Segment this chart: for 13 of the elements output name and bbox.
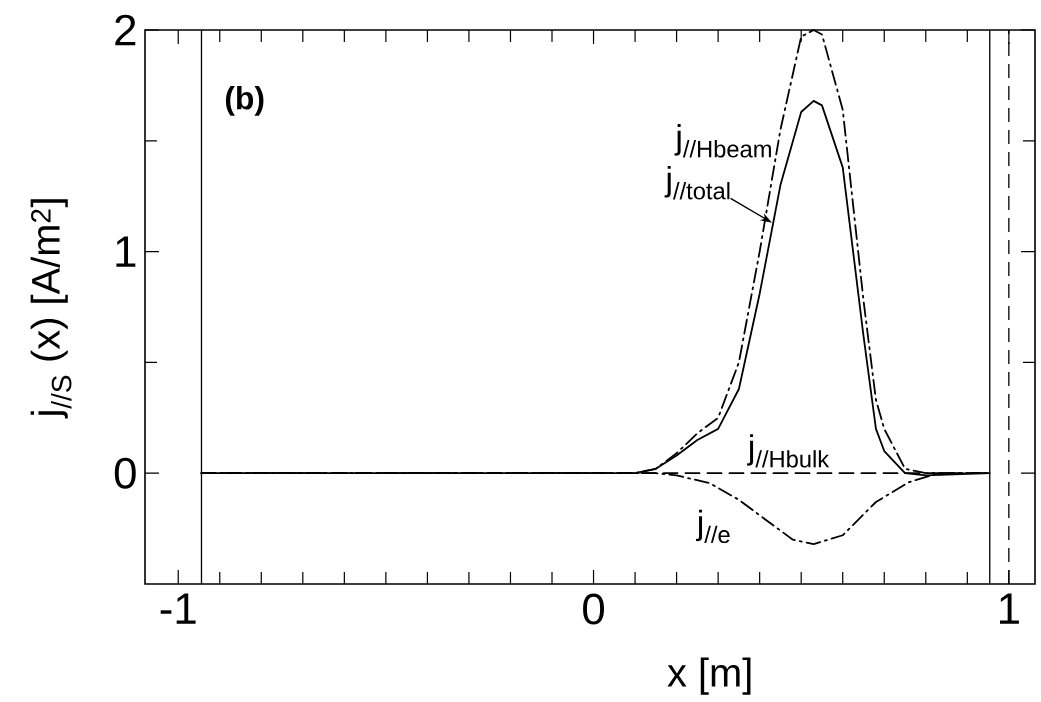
series-label: j$_{//Hbulk}$ (746, 434, 830, 468)
y-tick-label: 2 (115, 14, 136, 46)
annotation: (b) (225, 86, 264, 116)
x-tick-label: -1 (160, 593, 196, 624)
x-tick-label: 1 (1000, 593, 1019, 624)
x-axis-title: x [m] (667, 657, 751, 695)
series-label: j$_{//e}$ (695, 509, 730, 544)
x-tick-label: 0 (583, 593, 604, 625)
y-axis-title: j$_{//S}$ (x) [A/m$^{2}$] (30, 199, 72, 419)
y-tick-label: 0 (114, 457, 136, 489)
series-label: j$_{//Hbeam}$ (674, 124, 771, 158)
series-label: j$_{//total}$ (664, 166, 730, 200)
y-tick-label: 1 (116, 236, 136, 267)
